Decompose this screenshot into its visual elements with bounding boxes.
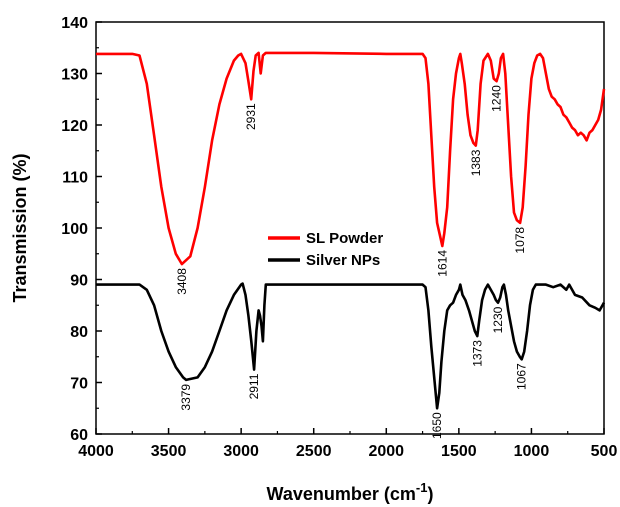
x-tick-label: 500: [591, 443, 618, 460]
peak-label: 1230: [491, 306, 505, 333]
x-tick-label: 1000: [514, 443, 550, 460]
peak-label: 1067: [515, 363, 529, 390]
series-line-silver-nps: [96, 282, 606, 410]
peak-label: 1650: [430, 412, 444, 439]
y-tick-label: 110: [62, 170, 88, 187]
legend-label-silver-nps: Silver NPs: [306, 252, 380, 269]
peak-label: 3408: [175, 268, 189, 295]
legend-label-sl-powder: SL Powder: [306, 230, 383, 247]
peak-label: 1240: [490, 85, 504, 112]
x-tick-label: 2500: [296, 443, 332, 460]
x-axis-title-text: Wavenumber (cm: [267, 484, 416, 504]
y-tick-label: 60: [70, 427, 88, 444]
plot-area: 4000 3500 3000 2500 2000 1500 1000 500 60 70 80 90 1…: [61, 15, 617, 460]
y-tick-label: 130: [61, 67, 88, 84]
y-tick-label: 140: [61, 15, 88, 32]
x-tick-label: 4000: [78, 443, 114, 460]
peak-label: 1373: [470, 340, 484, 367]
peak-label: 3379: [179, 384, 193, 411]
peak-label: 2911: [247, 373, 261, 399]
peak-label: 1383: [469, 149, 483, 176]
peak-label: 1614: [435, 250, 449, 277]
x-axis-title-close: ): [427, 484, 433, 504]
y-tick-label: 80: [70, 324, 88, 341]
y-tick-label: 90: [70, 273, 88, 290]
x-tick-label: 1500: [441, 443, 477, 460]
peak-annotations: 3408 2931 1614 1383 1240 1078 3379 2911 1650 1373…: [175, 85, 529, 439]
peak-label: 1078: [513, 227, 527, 254]
y-axis-title: Transmission (%): [10, 153, 30, 302]
legend: SL Powder Silver NPs: [268, 230, 383, 269]
x-tick-label: 3500: [151, 443, 187, 460]
x-axis-title-superscript: -1: [416, 480, 428, 495]
series-layer: [96, 51, 606, 410]
y-tick-label: 70: [70, 376, 88, 393]
x-axis-title: Wavenumber (cm-1): [267, 480, 434, 504]
y-tick-label: 100: [61, 221, 88, 238]
x-tick-label: 2000: [368, 443, 404, 460]
y-tick-label: 120: [61, 118, 88, 135]
x-tick-label: 3000: [223, 443, 259, 460]
peak-label: 2931: [244, 103, 258, 130]
series-line-sl-powder: [96, 51, 606, 266]
